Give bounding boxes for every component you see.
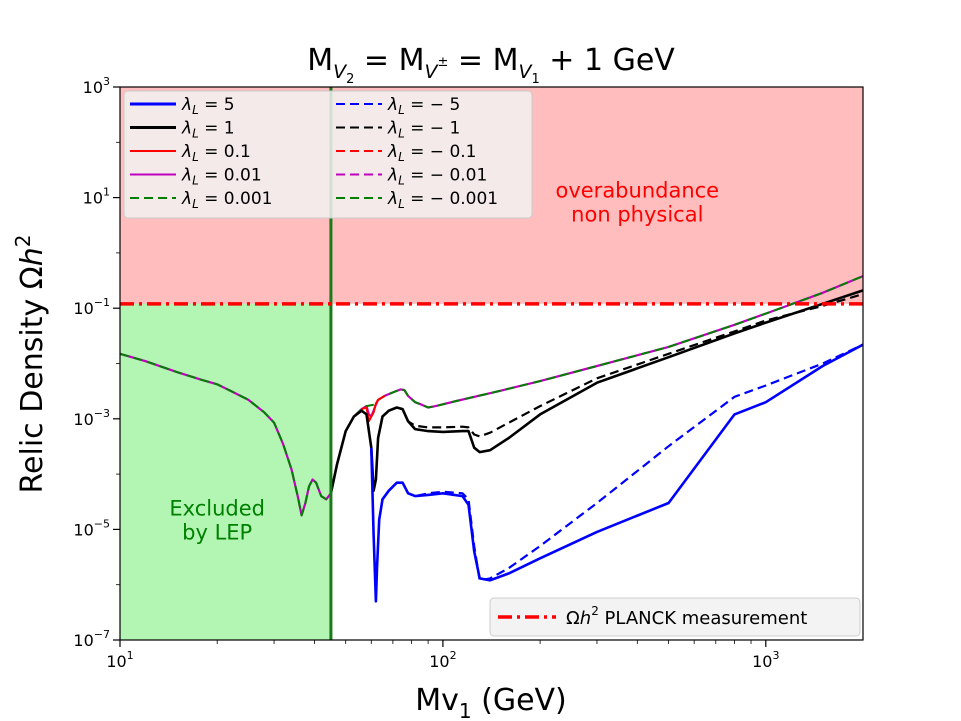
series-lambda-0.1 <box>361 395 386 423</box>
legend-label: λL = 0.01 <box>181 166 262 188</box>
axis-ticks: 101 102 103 10−7 10−5 10−3 10−1 101 103 <box>73 75 779 671</box>
y-tick-label: 10−1 <box>73 296 110 318</box>
y-tick-label: 103 <box>83 75 110 97</box>
series-lambda-0.001-dashed <box>120 275 863 517</box>
x-axis-label: Mv1 (GeV) <box>415 683 567 721</box>
y-axis-label: Relic Density Ωh2 <box>11 235 50 494</box>
legend-label: λL = 5 <box>181 95 235 117</box>
series-lambda-1 <box>329 289 863 494</box>
series-lambda-minus-5 <box>378 343 863 582</box>
legend-label: λL = 0.1 <box>181 142 251 164</box>
planck-legend-box <box>489 597 861 637</box>
series-lambda-minus-1 <box>377 293 863 439</box>
data-series <box>120 275 863 603</box>
x-tick-label: 102 <box>429 649 456 671</box>
legend-label: λL = − 0.01 <box>387 166 487 188</box>
legend-label: λL = − 1 <box>387 119 460 141</box>
x-tick-label: 101 <box>106 649 133 671</box>
y-tick-label: 10−5 <box>73 517 110 539</box>
chart-title: MV2 = MV± = MV1 + 1 GeV <box>307 43 675 87</box>
x-tick-label: 103 <box>752 649 779 671</box>
legend-label: λL = − 5 <box>387 95 460 117</box>
series-lambda-5 <box>370 343 863 603</box>
y-tick-label: 10−3 <box>73 407 110 429</box>
planck-legend: Ωh2 PLANCK measurement <box>489 597 861 637</box>
legend-label: λL = 1 <box>181 119 235 141</box>
legend-label: λL = 0.001 <box>181 189 272 211</box>
legend-label: λL = − 0.001 <box>387 189 498 211</box>
y-tick-label: 101 <box>83 186 110 208</box>
region-label-lep-excluded: by LEP <box>182 520 252 544</box>
region-label-overabundance: non physical <box>571 203 703 227</box>
planck-legend-label: Ωh2 PLANCK measurement <box>566 604 807 629</box>
region-label-lep-excluded: Excluded <box>169 496 265 520</box>
legend-box <box>123 90 533 219</box>
y-tick-label: 10−7 <box>73 628 110 650</box>
legend-label: λL = − 0.1 <box>387 142 477 164</box>
region-label-overabundance: overabundance <box>555 179 719 203</box>
